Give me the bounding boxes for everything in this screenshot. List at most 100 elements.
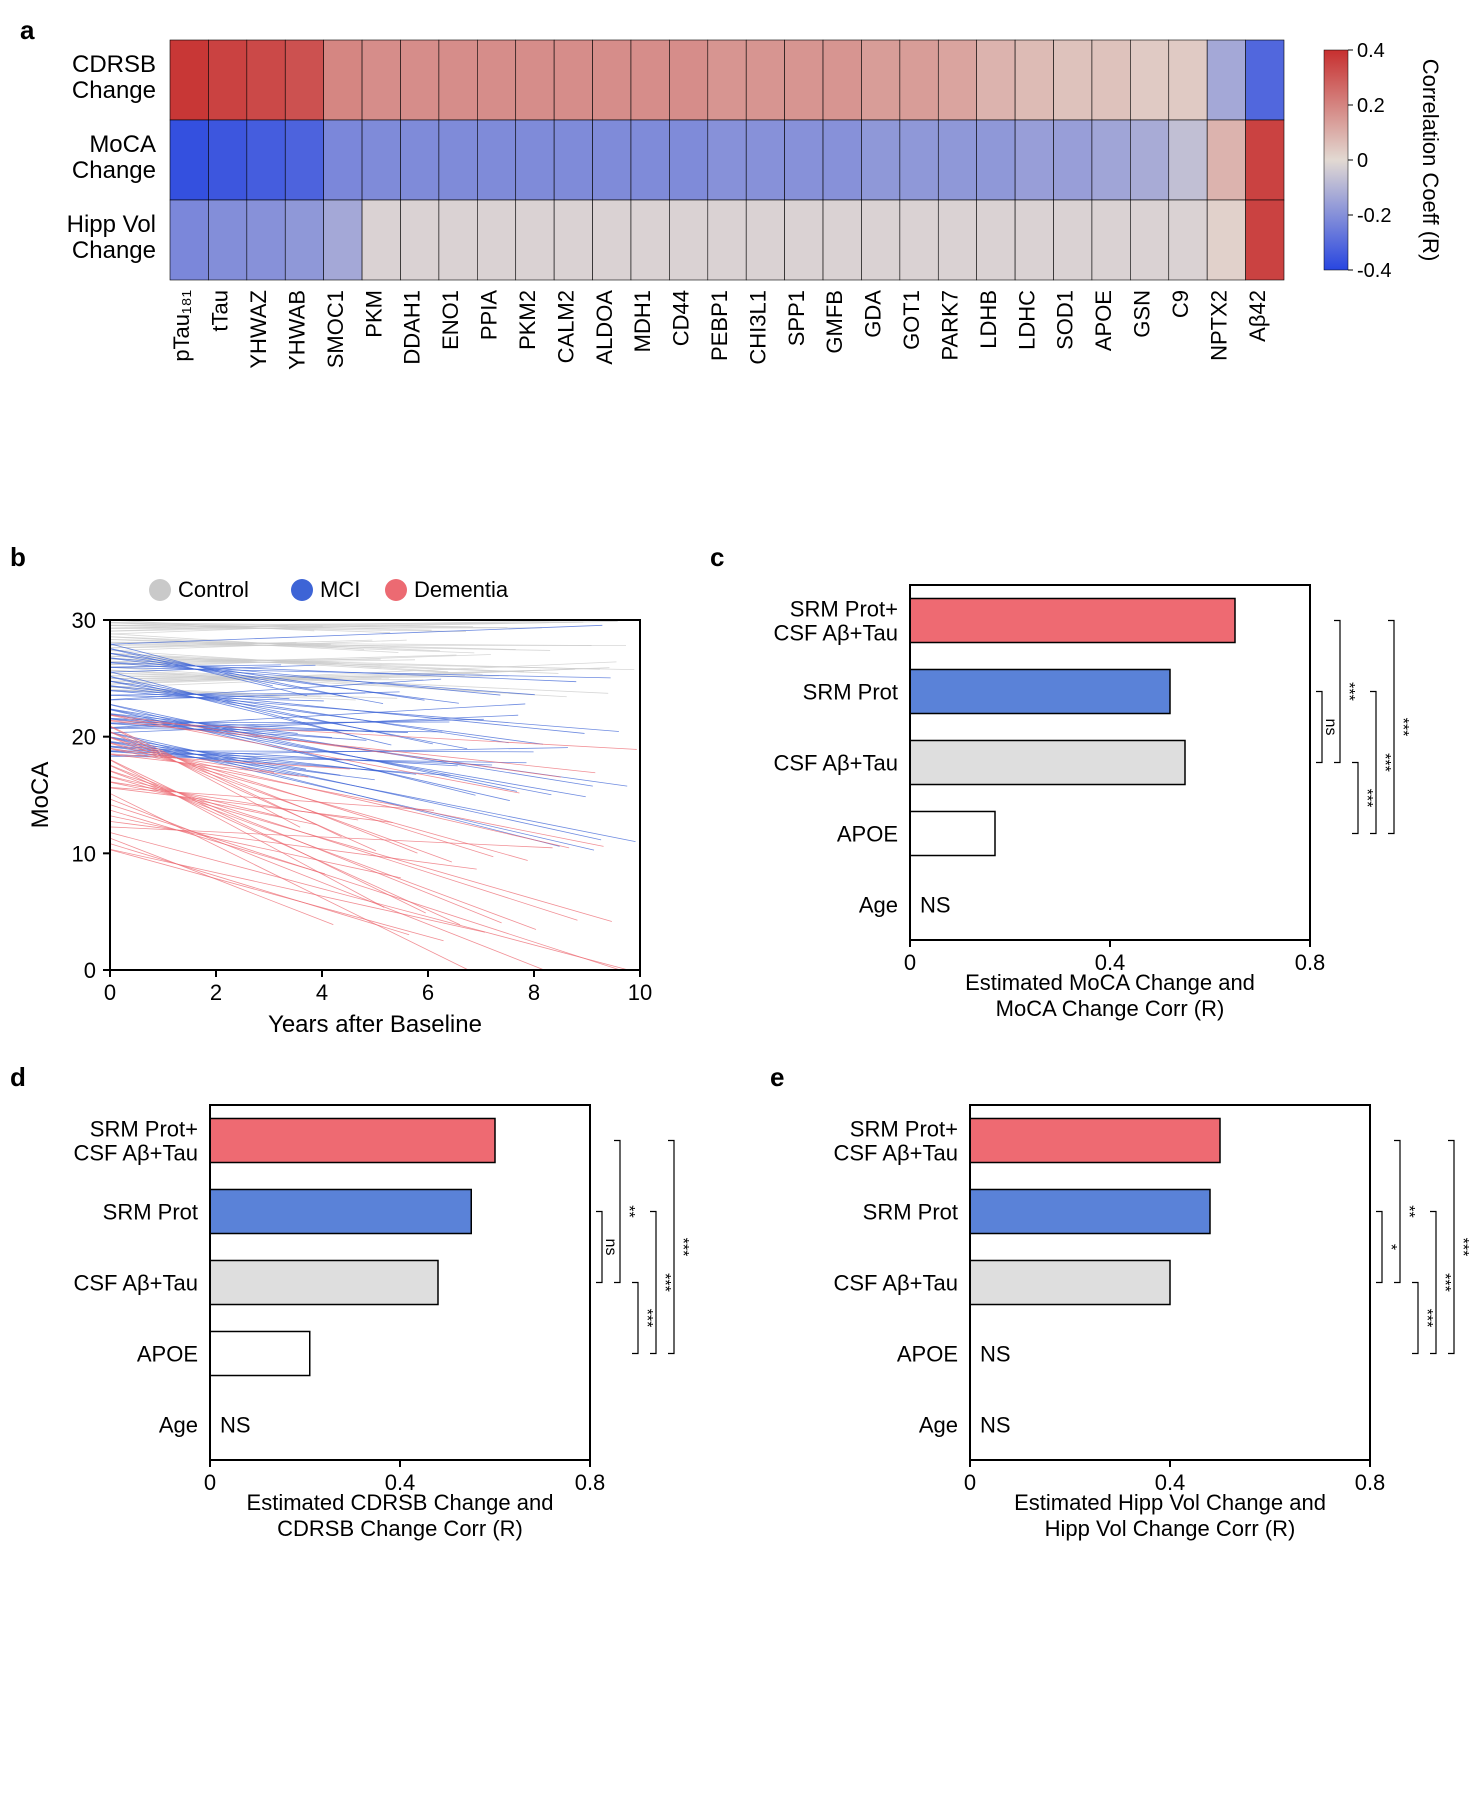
svg-text:30: 30 — [72, 608, 96, 633]
svg-text:0.8: 0.8 — [1295, 950, 1326, 975]
svg-text:GMFB: GMFB — [822, 290, 847, 354]
svg-text:CD44: CD44 — [669, 290, 694, 346]
svg-text:***: *** — [1358, 789, 1375, 808]
svg-text:***: *** — [638, 1309, 655, 1328]
svg-text:***: *** — [674, 1238, 691, 1257]
svg-text:***: *** — [1394, 718, 1411, 737]
svg-text:Estimated Hipp Vol Change andH: Estimated Hipp Vol Change andHipp Vol Ch… — [1014, 1490, 1326, 1541]
svg-text:CSF Aβ+Tau: CSF Aβ+Tau — [773, 751, 898, 776]
svg-text:CDRSBChange: CDRSBChange — [72, 51, 156, 104]
svg-text:0: 0 — [1357, 150, 1368, 172]
svg-text:ENO1: ENO1 — [438, 290, 463, 350]
svg-text:SRM Prot+CSF Aβ+Tau: SRM Prot+CSF Aβ+Tau — [773, 597, 898, 646]
svg-text:0.4: 0.4 — [1357, 40, 1385, 62]
svg-text:0: 0 — [204, 1470, 216, 1495]
svg-text:0: 0 — [964, 1470, 976, 1495]
svg-text:**: ** — [620, 1205, 637, 1217]
svg-text:NS: NS — [920, 893, 951, 918]
svg-text:0.8: 0.8 — [1355, 1470, 1386, 1495]
svg-text:PEBP1: PEBP1 — [707, 290, 732, 361]
svg-text:Age: Age — [919, 1413, 958, 1438]
svg-text:Age: Age — [859, 893, 898, 918]
svg-text:NS: NS — [980, 1342, 1011, 1367]
panel-label-d: d — [10, 1062, 26, 1093]
svg-text:4: 4 — [316, 980, 328, 1005]
svg-text:-0.2: -0.2 — [1357, 205, 1391, 227]
heatmap-panel-a: CDRSBChangeMoCAChangeHipp VolChangepTau₁… — [20, 20, 1454, 540]
svg-text:NPTX2: NPTX2 — [1206, 290, 1231, 361]
svg-text:ALDOA: ALDOA — [592, 290, 617, 365]
svg-text:Hipp VolChange: Hipp VolChange — [67, 211, 156, 264]
svg-text:***: *** — [1454, 1238, 1471, 1257]
svg-text:Years after Baseline: Years after Baseline — [268, 1011, 482, 1038]
svg-text:APOE: APOE — [837, 822, 898, 847]
svg-text:0: 0 — [104, 980, 116, 1005]
svg-text:**: ** — [1400, 1205, 1417, 1217]
svg-text:SRM Prot: SRM Prot — [103, 1200, 198, 1225]
svg-text:MCI: MCI — [320, 577, 360, 602]
bar-panel-e: SRM Prot+CSF Aβ+Tau SRM Prot CSF Aβ+Tau NS A… — [780, 1090, 1474, 1570]
bar-panel-d: SRM Prot+CSF Aβ+Tau SRM Prot CSF Aβ+Tau APO… — [20, 1090, 720, 1570]
svg-text:CSF Aβ+Tau: CSF Aβ+Tau — [73, 1271, 198, 1296]
svg-text:PKM2: PKM2 — [515, 290, 540, 350]
panel-label-b: b — [10, 542, 26, 573]
svg-text:2: 2 — [210, 980, 222, 1005]
svg-text:GDA: GDA — [861, 290, 886, 338]
svg-text:20: 20 — [72, 725, 96, 750]
svg-text:PPIA: PPIA — [477, 290, 502, 340]
svg-text:SMOC1: SMOC1 — [323, 290, 348, 368]
svg-text:***: *** — [1340, 682, 1357, 701]
svg-text:LDHB: LDHB — [976, 290, 1001, 349]
svg-text:SRM Prot+CSF Aβ+Tau: SRM Prot+CSF Aβ+Tau — [833, 1117, 958, 1166]
bar-panel-c: SRM Prot+CSF Aβ+Tau SRM Prot CSF Aβ+Tau APO… — [720, 570, 1440, 1050]
svg-text:YHWAB: YHWAB — [284, 290, 309, 370]
svg-text:SOD1: SOD1 — [1053, 290, 1078, 350]
svg-text:0.2: 0.2 — [1357, 95, 1385, 117]
svg-text:APOE: APOE — [1091, 290, 1116, 351]
svg-text:MDH1: MDH1 — [630, 290, 655, 352]
svg-text:*: * — [1382, 1244, 1399, 1250]
svg-text:tTau: tTau — [208, 290, 233, 332]
panel-label-e: e — [770, 1062, 784, 1093]
svg-text:Age: Age — [159, 1413, 198, 1438]
svg-text:***: *** — [1418, 1309, 1435, 1328]
svg-text:6: 6 — [422, 980, 434, 1005]
svg-text:SRM Prot+CSF Aβ+Tau: SRM Prot+CSF Aβ+Tau — [73, 1117, 198, 1166]
svg-text:CSF Aβ+Tau: CSF Aβ+Tau — [833, 1271, 958, 1296]
svg-text:MoCA: MoCA — [27, 762, 54, 829]
svg-text:ns: ns — [602, 1239, 619, 1256]
svg-text:Estimated CDRSB Change andCDRS: Estimated CDRSB Change andCDRSB Change C… — [247, 1490, 554, 1541]
svg-text:YHWAZ: YHWAZ — [246, 290, 271, 369]
svg-text:***: *** — [656, 1273, 673, 1292]
svg-text:10: 10 — [72, 841, 96, 866]
svg-text:Estimated MoCA Change andMoCA: Estimated MoCA Change andMoCA Change Cor… — [965, 970, 1255, 1021]
svg-text:0: 0 — [904, 950, 916, 975]
svg-text:GOT1: GOT1 — [899, 290, 924, 350]
svg-text:NS: NS — [220, 1413, 251, 1438]
svg-text:Aβ42: Aβ42 — [1245, 290, 1270, 342]
svg-text:10: 10 — [628, 980, 652, 1005]
svg-text:-0.4: -0.4 — [1357, 260, 1391, 282]
svg-text:LDHC: LDHC — [1014, 290, 1039, 350]
svg-text:ns: ns — [1322, 719, 1339, 736]
svg-text:APOE: APOE — [137, 1342, 198, 1367]
svg-text:SRM Prot: SRM Prot — [863, 1200, 958, 1225]
svg-text:PKM: PKM — [361, 290, 386, 338]
panel-label-c: c — [710, 542, 724, 573]
svg-text:Dementia: Dementia — [414, 577, 509, 602]
svg-text:APOE: APOE — [897, 1342, 958, 1367]
svg-text:C9: C9 — [1168, 290, 1193, 318]
svg-text:Correlation Coeff (R): Correlation Coeff (R) — [1418, 59, 1443, 262]
svg-text:CALM2: CALM2 — [553, 290, 578, 363]
svg-text:0.8: 0.8 — [575, 1470, 606, 1495]
spaghetti-panel-b: ControlMCIDementia02468100102030Years af… — [20, 570, 660, 1050]
svg-text:DDAH1: DDAH1 — [400, 290, 425, 365]
panel-label-a: a — [20, 15, 34, 46]
svg-text:8: 8 — [528, 980, 540, 1005]
svg-text:CHI3L1: CHI3L1 — [745, 290, 770, 365]
svg-text:NS: NS — [980, 1413, 1011, 1438]
svg-text:pTau₁₈₁: pTau₁₈₁ — [169, 290, 194, 362]
svg-text:***: *** — [1436, 1273, 1453, 1292]
svg-text:SRM Prot: SRM Prot — [803, 680, 898, 705]
svg-text:PARK7: PARK7 — [937, 290, 962, 361]
